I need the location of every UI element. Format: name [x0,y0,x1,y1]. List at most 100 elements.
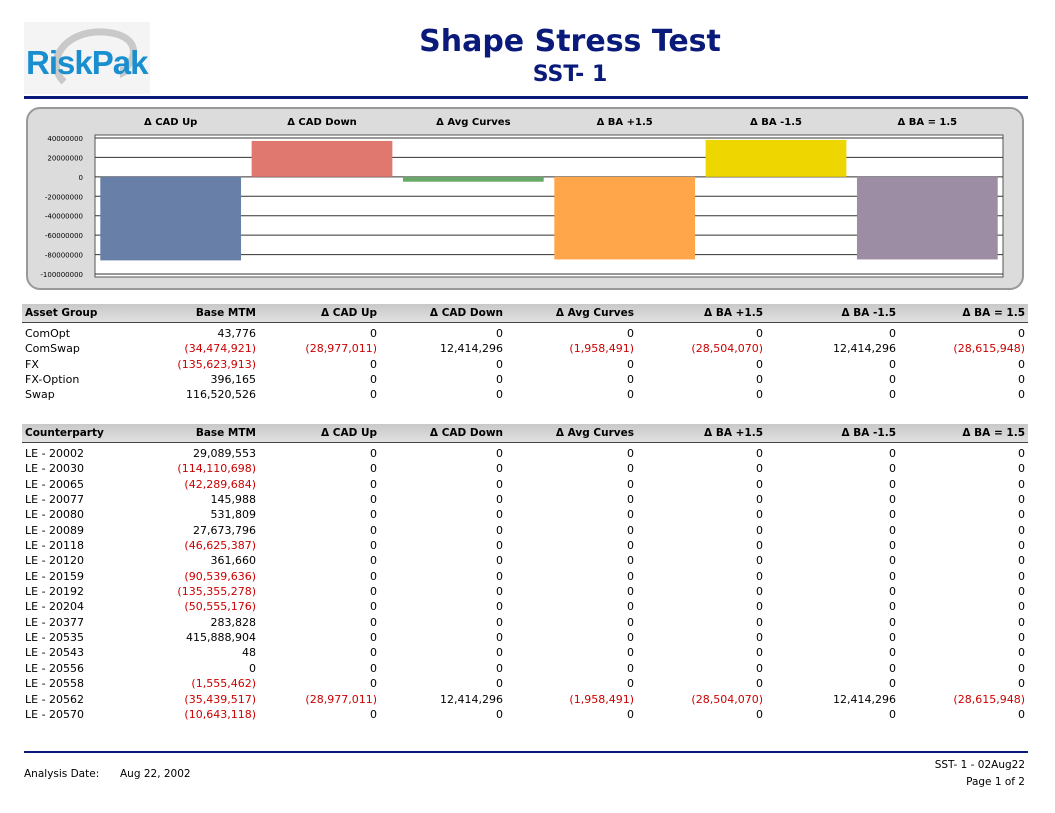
bar [856,176,998,260]
cell-value: 0 [370,600,377,614]
cell-value: 0 [889,585,896,599]
cell-value: 0 [1018,539,1025,553]
column-header: Base MTM [195,427,256,439]
column-header: Δ CAD Down [429,307,503,319]
cell-value: 531,809 [210,508,257,522]
report-id: SST- 1 - 02Aug22 [934,759,1025,771]
row-label: LE - 20118 [25,539,85,553]
bar [554,176,696,260]
bar [251,140,393,177]
cell-value: 0 [756,357,763,371]
cell-value: 0 [496,357,503,371]
category-label: Δ CAD Down [287,117,357,128]
cell-value: 0 [496,327,503,340]
stress-bar-chart: 40000000 20000000 0 -20000000 -40000000 -6000… [40,117,1004,279]
column-header: Δ CAD Down [429,427,503,439]
cell-value: 0 [627,569,634,583]
row-label: LE - 20562 [25,692,85,706]
row-label: LE - 20558 [25,677,85,691]
cell-value: 0 [627,677,634,691]
table-row: ComOpt 43,776 0 0 0 0 0 0 [22,325,1028,340]
cell-value: 0 [1018,327,1025,340]
row-label: ComOpt [25,327,71,340]
cell-value: 0 [627,661,634,675]
cell-value: 0 [1018,447,1025,460]
cell-value: 0 [627,462,634,476]
cell-value: 0 [889,661,896,675]
cell-value: 0 [627,554,634,568]
row-label: Swap [25,388,55,402]
cell-value: 0 [496,447,503,460]
cell-value: 0 [496,508,503,522]
column-header: Δ Avg Curves [555,427,634,439]
cell-value: 0 [1018,462,1025,476]
cell-value: 0 [627,646,634,660]
cell-value: 0 [627,539,634,553]
cell-value: 116,520,526 [186,388,256,402]
header-divider [24,96,1028,99]
cell-value: 0 [370,677,377,691]
cell-value: 0 [370,447,377,460]
cell-value: 0 [496,585,503,599]
table-row: LE - 20570 (10,643,118) 0 0 0 0 0 0 [22,706,1028,721]
column-header: Base MTM [195,307,256,319]
table-row: LE - 20543 48 0 0 0 0 0 0 [22,644,1028,659]
cell-value: 415,888,904 [186,631,256,645]
cell-value: 0 [756,508,763,522]
cell-value: 0 [496,388,503,402]
table-row: LE - 20556 0 0 0 0 0 0 0 [22,660,1028,675]
column-header: Δ BA -1.5 [841,427,896,439]
y-tick-label: -40000000 [45,213,83,221]
cell-value: 0 [627,631,634,645]
y-tick-label: -80000000 [45,252,83,260]
logo-text: RiskPak [26,44,148,81]
cell-value: 0 [889,646,896,660]
cell-value: (28,615,948) [953,342,1025,356]
table-row: ComSwap (34,474,921) (28,977,011) 12,414,29… [22,340,1028,355]
table-row: LE - 20562 (35,439,517) (28,977,011) 12,414… [22,691,1028,706]
table-row: LE - 20118 (46,625,387) 0 0 0 0 0 0 [22,537,1028,552]
cell-value: 0 [756,554,763,568]
logo-swoosh-icon [24,22,150,94]
cell-value: 0 [627,707,634,721]
table-row: FX-Option 396,165 0 0 0 0 0 0 [22,371,1028,386]
cell-value: (1,555,462) [191,677,256,691]
cell-value: 0 [889,477,896,491]
cell-value: 0 [756,569,763,583]
table-row: LE - 20535 415,888,904 0 0 0 0 0 0 [22,629,1028,644]
cell-value: 0 [496,539,503,553]
page-number: Page 1 of 2 [966,776,1025,788]
cell-value: 0 [370,615,377,629]
cell-value: 0 [1018,357,1025,371]
row-label: LE - 20556 [25,661,85,675]
cell-value: 0 [889,508,896,522]
cell-value: 0 [756,462,763,476]
cell-value: (28,977,011) [305,342,377,356]
cell-value: 0 [1018,493,1025,507]
cell-value: 0 [756,631,763,645]
table-header: Counterparty Base MTM Δ CAD Up Δ CAD Down Δ … [22,424,1028,443]
column-header: Δ BA = 1.5 [962,307,1025,319]
cell-value: (10,643,118) [184,707,256,721]
table-row: LE - 20558 (1,555,462) 0 0 0 0 0 0 [22,675,1028,690]
cell-value: 0 [889,373,896,387]
cell-value: 361,660 [210,554,257,568]
row-label: LE - 20204 [25,600,85,614]
cell-value: 0 [889,447,896,460]
cell-value: 0 [1018,388,1025,402]
cell-value: 0 [627,493,634,507]
cell-value: 0 [627,477,634,491]
y-tick-label: -20000000 [45,193,83,201]
analysis-date-label: Analysis Date: [24,768,100,780]
column-header: Δ CAD Up [320,307,377,319]
cell-value: 0 [627,447,634,460]
table-row: FX (135,623,913) 0 0 0 0 0 0 [22,356,1028,371]
row-label: LE - 20535 [25,631,85,645]
row-label: LE - 20030 [25,462,85,476]
bar [402,176,544,182]
cell-value: 0 [889,539,896,553]
cell-value: (50,555,176) [184,600,256,614]
row-label: LE - 20080 [25,508,85,522]
row-label: LE - 20377 [25,615,85,629]
cell-value: 0 [370,523,377,537]
